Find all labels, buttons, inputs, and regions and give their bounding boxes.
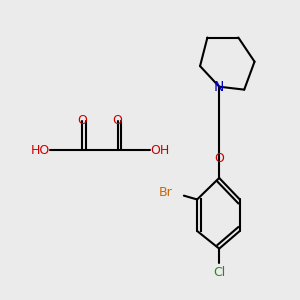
Text: O: O — [77, 114, 87, 127]
Text: Br: Br — [158, 186, 172, 199]
Text: OH: OH — [150, 143, 169, 157]
Text: N: N — [214, 80, 224, 94]
Text: Cl: Cl — [213, 266, 225, 279]
Text: O: O — [214, 152, 224, 165]
Text: O: O — [113, 114, 122, 127]
Text: HO: HO — [31, 143, 50, 157]
